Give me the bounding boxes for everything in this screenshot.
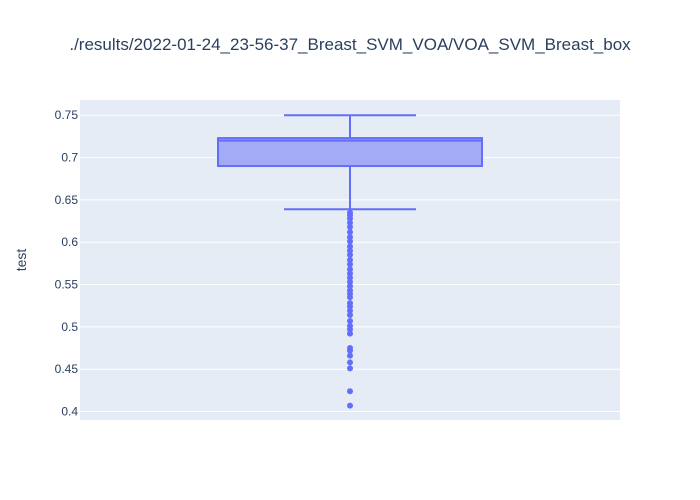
outlier-point xyxy=(347,317,353,324)
y-axis-label: test xyxy=(13,249,29,272)
outlier-point xyxy=(347,307,353,314)
outlier-point xyxy=(347,283,353,290)
outlier-point xyxy=(347,402,353,409)
outlier-point xyxy=(347,312,353,319)
outlier-point xyxy=(347,388,353,395)
y-tick-label: 0.65 xyxy=(55,193,79,207)
y-tick-label: 0.55 xyxy=(55,278,79,292)
y-tick-label: 0.7 xyxy=(61,151,78,165)
outlier-point xyxy=(347,251,353,258)
y-tick-label: 0.75 xyxy=(55,108,79,122)
outlier-point xyxy=(347,326,353,333)
outlier-point xyxy=(347,215,353,222)
y-tick-label: 0.4 xyxy=(61,405,78,419)
outlier-point xyxy=(347,223,353,230)
outlier-point xyxy=(347,274,353,281)
outlier-point xyxy=(347,261,353,268)
outlier-point xyxy=(347,266,353,273)
y-tick-label: 0.45 xyxy=(55,362,79,376)
outlier-point xyxy=(347,279,353,286)
chart-title: ./results/2022-01-24_23-56-37_Breast_SVM… xyxy=(69,35,631,54)
interquartile-box xyxy=(217,137,483,168)
outlier-point xyxy=(347,303,353,310)
outlier-point xyxy=(347,238,353,245)
outlier-point xyxy=(347,347,353,354)
outlier-point xyxy=(347,270,353,277)
box-series xyxy=(217,114,483,211)
outlier-point xyxy=(347,247,353,254)
y-tick-label: 0.6 xyxy=(61,235,78,249)
y-tick-labels: 0.4 0.45 0.5 0.55 0.6 0.65 0.7 0.75 xyxy=(55,108,79,418)
y-tick-label: 0.5 xyxy=(61,320,78,334)
outlier-point xyxy=(347,359,353,366)
outlier-points xyxy=(347,209,353,409)
outlier-point xyxy=(347,219,353,226)
outlier-point xyxy=(347,243,353,250)
outlier-point xyxy=(347,234,353,241)
outlier-point xyxy=(347,294,353,301)
outlier-point xyxy=(347,229,353,236)
outlier-point xyxy=(347,330,353,337)
outlier-point xyxy=(347,257,353,263)
outlier-point xyxy=(347,365,353,372)
outlier-point xyxy=(347,352,353,359)
